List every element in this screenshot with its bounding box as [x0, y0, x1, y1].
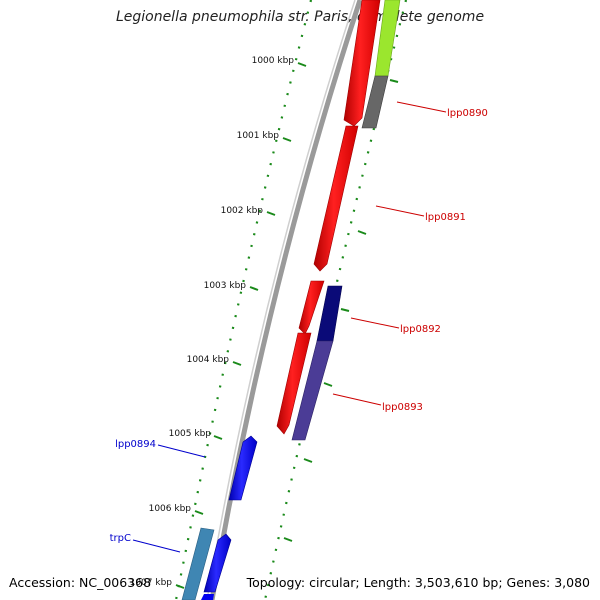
outer-ring-ticks — [283, 79, 399, 542]
accession-text: Accession: NC_006368 — [9, 575, 152, 590]
backbone-inner — [206, 0, 356, 600]
gene-lpp0890-lime[interactable] — [374, 0, 401, 77]
forward-genes — [276, 0, 381, 435]
leader-lpp0893 — [332, 393, 382, 406]
tick-1007 — [175, 584, 185, 589]
gene-lpp0893-purple[interactable] — [291, 340, 334, 441]
label-lpp0893[interactable]: lpp0893 — [382, 402, 423, 413]
label-lpp0890[interactable]: lpp0890 — [447, 108, 488, 119]
gene-lpp0894[interactable] — [228, 435, 258, 501]
outer-tick — [303, 458, 313, 463]
label-lpp0894[interactable]: lpp0894 — [115, 439, 156, 450]
tick-1005 — [213, 435, 223, 440]
tick-1004 — [232, 361, 242, 366]
outer-tick — [283, 537, 293, 542]
tick-1000 — [297, 62, 307, 67]
gene-small-blue[interactable] — [203, 533, 232, 593]
reverse-genes — [181, 435, 258, 600]
tick-1006 — [194, 510, 204, 515]
outer-tick — [340, 308, 350, 312]
scale-ticks — [175, 62, 307, 589]
label-lpp0891[interactable]: lpp0891 — [425, 212, 466, 223]
scale-label-1001: 1001 kbp — [237, 131, 280, 141]
inner-tick-ring — [174, 0, 313, 600]
tick-1001 — [282, 137, 292, 142]
outer-colored-genes — [291, 0, 401, 441]
leader-lpp0894 — [157, 444, 206, 458]
gene-lpp0892-navy[interactable] — [316, 285, 343, 342]
leader-lpp0891 — [375, 205, 425, 217]
tick-1002 — [266, 211, 276, 216]
leader-lpp0890 — [396, 101, 447, 113]
scale-labels: 1000 kbp 1001 kbp 1002 kbp 1003 kbp 1004… — [130, 56, 295, 588]
backbone-outer — [209, 0, 363, 600]
gene-lpp0889[interactable] — [343, 0, 381, 127]
outer-tick — [389, 79, 399, 83]
gene-trpC[interactable] — [181, 527, 215, 600]
leader-trpC — [132, 539, 181, 553]
gene-lpp0892a[interactable] — [298, 280, 325, 335]
scale-label-1007: 1007 kbp — [130, 578, 173, 588]
scale-label-1004: 1004 kbp — [187, 355, 230, 365]
gene-callouts: lpp0890 lpp0891 lpp0892 lpp0893 lpp0894 … — [110, 101, 488, 553]
gene-lpp0891[interactable] — [313, 125, 359, 272]
topology-text: Topology: circular; Length: 3,503,610 bp… — [246, 575, 590, 590]
scale-label-1000: 1000 kbp — [252, 56, 295, 66]
outer-tick — [357, 230, 367, 235]
label-lpp0892[interactable]: lpp0892 — [400, 324, 441, 335]
scale-label-1005: 1005 kbp — [169, 429, 212, 439]
scale-label-1002: 1002 kbp — [221, 206, 264, 216]
leader-lpp0892 — [350, 317, 400, 329]
gene-lpp0892b[interactable] — [276, 332, 312, 435]
scale-label-1003: 1003 kbp — [204, 281, 247, 291]
gene-bottom-blue[interactable] — [201, 594, 214, 600]
outer-tick — [323, 382, 333, 387]
tick-1003 — [249, 286, 259, 291]
label-trpC[interactable]: trpC — [110, 533, 131, 544]
gene-lpp0890-gray[interactable] — [361, 75, 389, 129]
scale-label-1006: 1006 kbp — [149, 504, 192, 514]
